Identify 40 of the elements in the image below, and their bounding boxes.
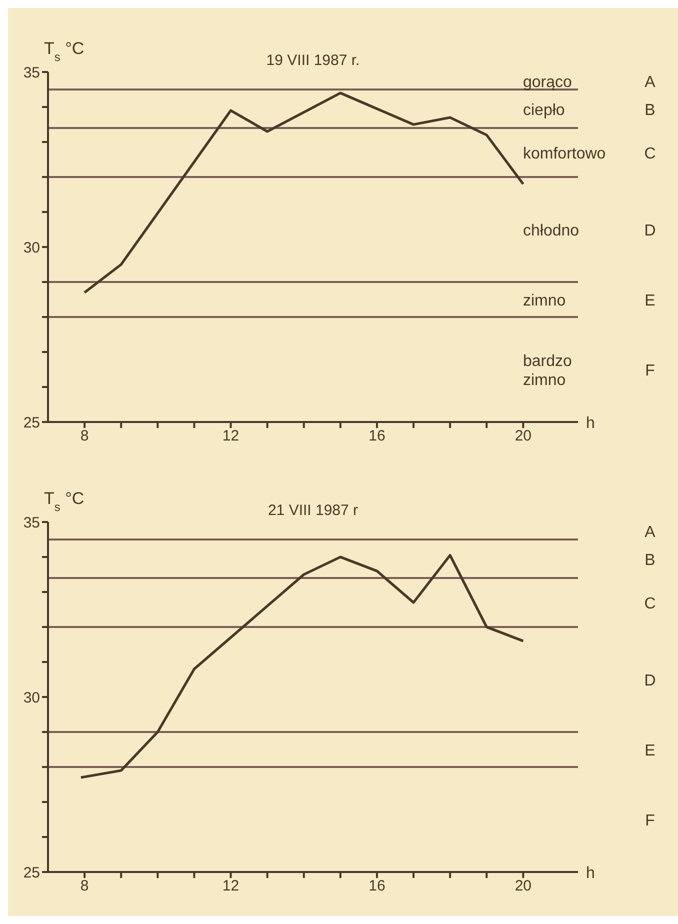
x-tick-label: 16 [368,428,386,445]
text: C [644,146,656,162]
y-tick-label: 30 [23,239,40,256]
text: D [644,222,656,240]
text: A [644,524,656,541]
text: A [644,74,656,91]
x-tick-label: 12 [222,878,240,895]
x-tick-label: 16 [368,878,386,895]
line-series [80,554,524,779]
x-tick-label: 12 [222,428,240,445]
text: B [644,552,656,569]
text: C [644,596,656,612]
x-tick-label: 20 [514,428,532,445]
x-axis-title: h [586,865,595,882]
y-tick-label: 35 [23,514,40,532]
y-tick-label: 25 [23,864,40,882]
text: D [644,672,656,690]
x-axis-title: h [586,415,595,432]
text: B [644,102,656,119]
annotation: komfortowo [523,146,606,162]
annotation: bardzo zimno [523,353,572,389]
annotation: zimno [523,292,566,310]
y-axis-title: T$_{s}$ °C [44,489,84,514]
y-tick-label: 25 [23,414,40,432]
text: E [644,292,656,310]
x-tick-label: 20 [514,878,532,895]
y-axis-title: T$_{s}$ °C [44,39,84,64]
chart-title: 21 VIII 1987 r [268,502,358,519]
y-tick-label: 35 [23,64,40,82]
annotation: gorąco [523,74,572,91]
text: F [645,812,656,830]
x-tick-label: 8 [80,878,89,895]
line-series [83,92,524,294]
text: F [645,362,656,380]
text: E [644,742,656,760]
annotation: ciepło [523,102,565,119]
chart-title: 19 VIII 1987 r. [266,52,360,69]
annotation: chłodno [523,222,580,240]
x-tick-label: 8 [80,428,89,445]
y-tick-label: 30 [23,689,40,706]
